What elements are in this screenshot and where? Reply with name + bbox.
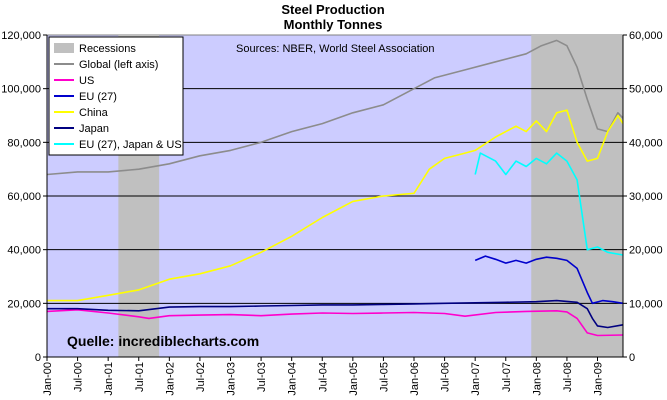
y-right-tick-label: 40,000 [629,137,663,149]
series-line-global-left-axis [46,39,624,176]
source-note: Sources: NBER, World Steel Association [236,43,435,55]
x-tick-label: Jul-07 [501,362,513,392]
y-axis-left: 0 20,000 40,000 60,000 80,000 100,000 120,000 [1,30,48,364]
series-lines [46,39,624,337]
legend-swatch-recessions [54,43,74,53]
y-right-tick-label: 60,000 [629,30,663,42]
x-tick-label: Jul-02 [195,362,207,392]
y-left-tick-label: 60,000 [7,191,41,203]
x-tick-label: Jan-07 [470,362,482,396]
x-tick-label: Jan-01 [103,362,115,396]
legend-label: EU (27), Japan & US [79,139,182,151]
legend-label: Recessions [79,43,136,55]
legend-label: US [79,75,94,87]
legend-label: Japan [79,123,109,135]
x-tick-label: Jan-05 [348,362,360,396]
chart-title: Steel Production [281,2,384,17]
watermark: Quelle: incrediblecharts.com [67,333,259,349]
y-left-tick-label: 0 [35,352,41,364]
y-right-tick-label: 10,000 [629,298,663,310]
series-line-eu-27 [474,255,624,305]
y-left-tick-label: 40,000 [7,245,41,257]
y-axis-right: 0 10,000 20,000 30,000 40,000 50,000 60,000 [622,30,663,364]
series-line-eu-27-japan-us [474,152,624,256]
y-left-tick-label: 100,000 [1,84,41,96]
x-tick-label: Jan-06 [409,362,421,396]
y-left-tick-label: 20,000 [7,298,41,310]
chart-subtitle: Monthly Tonnes [284,17,383,32]
x-tick-label: Jan-02 [164,362,176,396]
y-left-tick-label: 120,000 [1,30,41,42]
x-axis: Jan-00 Jul-00 Jan-01 Jul-01 Jan-02 Jul-02 Jan-… [42,356,623,396]
legend-label: Global (left axis) [79,59,158,71]
x-tick-label: Jul-01 [134,362,146,392]
x-tick-label: Jan-09 [593,362,605,396]
x-tick-label: Jan-03 [226,362,238,396]
legend-label: China [79,107,109,119]
series-line-japan [47,299,624,329]
x-tick-label: Jul-05 [378,362,390,392]
x-tick-label: Jul-08 [562,362,574,392]
y-right-tick-label: 0 [629,352,635,364]
legend: Recessions Global (left axis) US EU (27) Chi… [48,36,184,156]
x-tick-label: Jul-06 [440,362,452,392]
x-tick-label: Jul-03 [256,362,268,392]
y-right-tick-label: 20,000 [629,245,663,257]
x-tick-label: Jan-04 [287,362,299,396]
y-left-tick-label: 80,000 [7,137,41,149]
legend-label: EU (27) [79,91,117,103]
x-tick-label: Jan-08 [531,362,543,396]
x-tick-label: Jul-04 [317,362,329,392]
series-line-us [46,309,624,337]
series-line-china [47,109,624,302]
y-right-tick-label: 50,000 [629,84,663,96]
x-tick-label: Jan-00 [42,362,54,396]
y-right-tick-label: 30,000 [629,191,663,203]
x-tick-label: Jul-00 [73,362,85,392]
